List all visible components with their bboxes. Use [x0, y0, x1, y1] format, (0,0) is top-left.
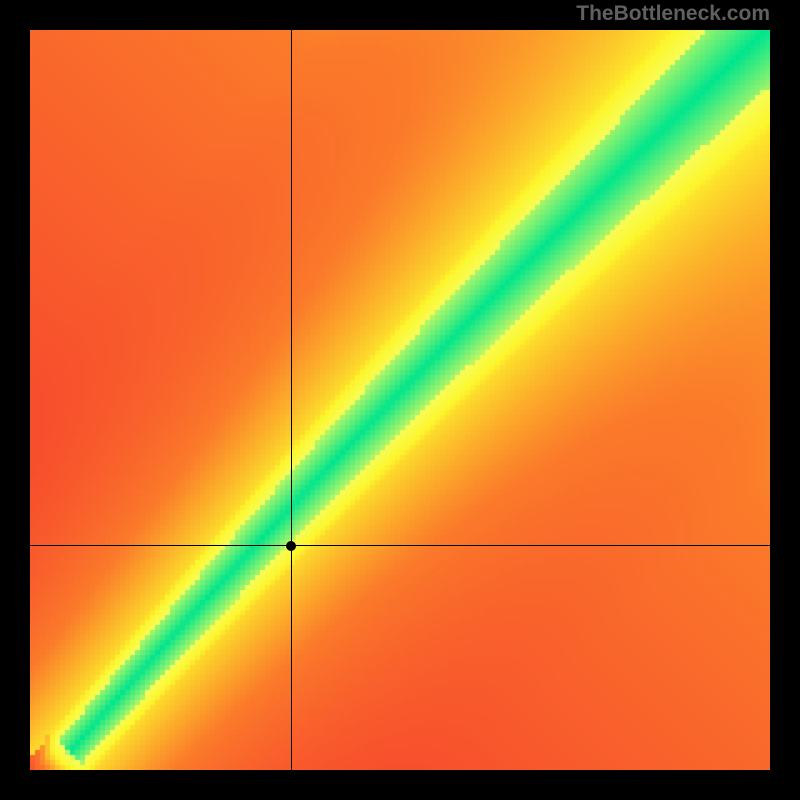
- crosshair-vertical: [291, 30, 292, 770]
- crosshair-horizontal: [30, 545, 770, 546]
- marker-dot: [281, 536, 301, 556]
- chart-container: TheBottleneck.com: [0, 0, 800, 800]
- attribution-text: TheBottleneck.com: [576, 2, 770, 26]
- heatmap-canvas: [30, 30, 770, 770]
